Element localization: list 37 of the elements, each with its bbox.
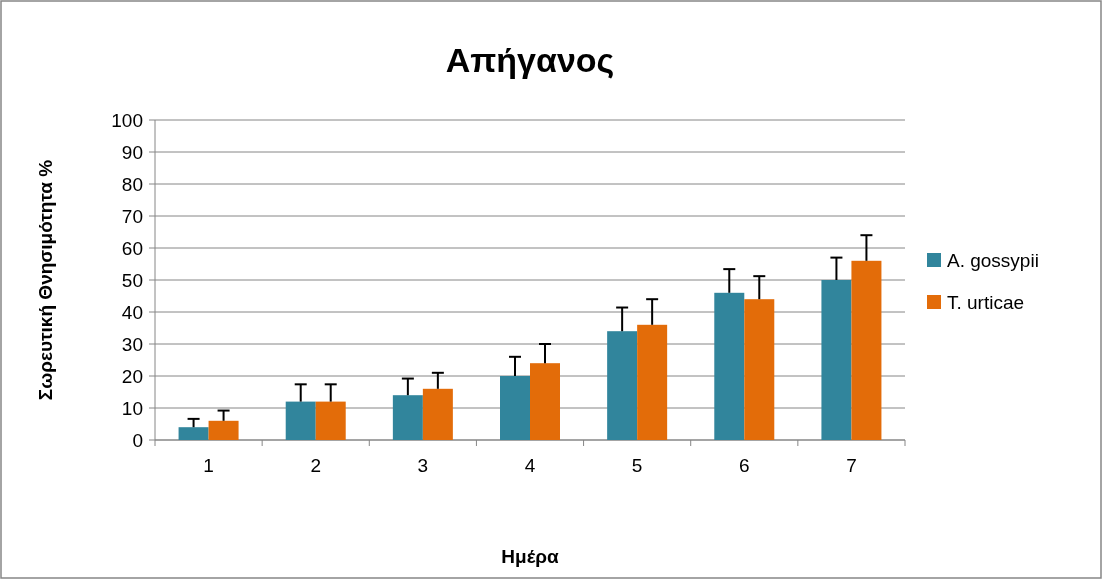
x-tick-label: 7 — [846, 455, 857, 476]
x-tick-label: 2 — [310, 455, 321, 476]
chart-title: Απήγανος — [445, 41, 615, 79]
x-tick-label: 5 — [631, 455, 643, 476]
x-tick-label: 3 — [417, 455, 429, 476]
x-tick-label: 6 — [739, 455, 750, 476]
y-tick-label: 80 — [121, 173, 143, 195]
y-tick-label: 40 — [121, 301, 143, 323]
x-tick-label: 1 — [203, 455, 214, 476]
y-tick-label: 100 — [111, 109, 143, 131]
legend-label: T. urticae — [947, 291, 1025, 313]
bar — [422, 388, 453, 440]
bar — [285, 401, 316, 440]
y-tick-label: 90 — [121, 141, 143, 163]
bar — [744, 299, 775, 440]
bar — [500, 376, 530, 440]
bar — [392, 395, 423, 440]
y-tick-label: 10 — [121, 397, 143, 419]
bar — [714, 292, 745, 440]
y-tick-label: 0 — [132, 429, 143, 451]
bar — [178, 427, 209, 440]
y-tick-label: 30 — [121, 333, 143, 355]
bar — [851, 260, 882, 440]
bar — [315, 401, 346, 440]
bar — [208, 420, 239, 440]
bar — [530, 363, 560, 440]
y-tick-label: 60 — [121, 237, 143, 259]
x-axis-title: Ημέρα — [501, 546, 559, 567]
y-tick-label: 70 — [121, 205, 143, 227]
y-tick-label: 50 — [121, 269, 143, 291]
bar — [607, 331, 638, 440]
bar — [637, 324, 668, 440]
y-tick-label: 20 — [121, 365, 143, 387]
legend-label: A. gossypii — [947, 249, 1039, 271]
x-tick-label: 4 — [524, 455, 536, 476]
y-axis-title: Σωρευτική Θνησιμότητα % — [35, 159, 56, 401]
bar — [821, 280, 852, 440]
